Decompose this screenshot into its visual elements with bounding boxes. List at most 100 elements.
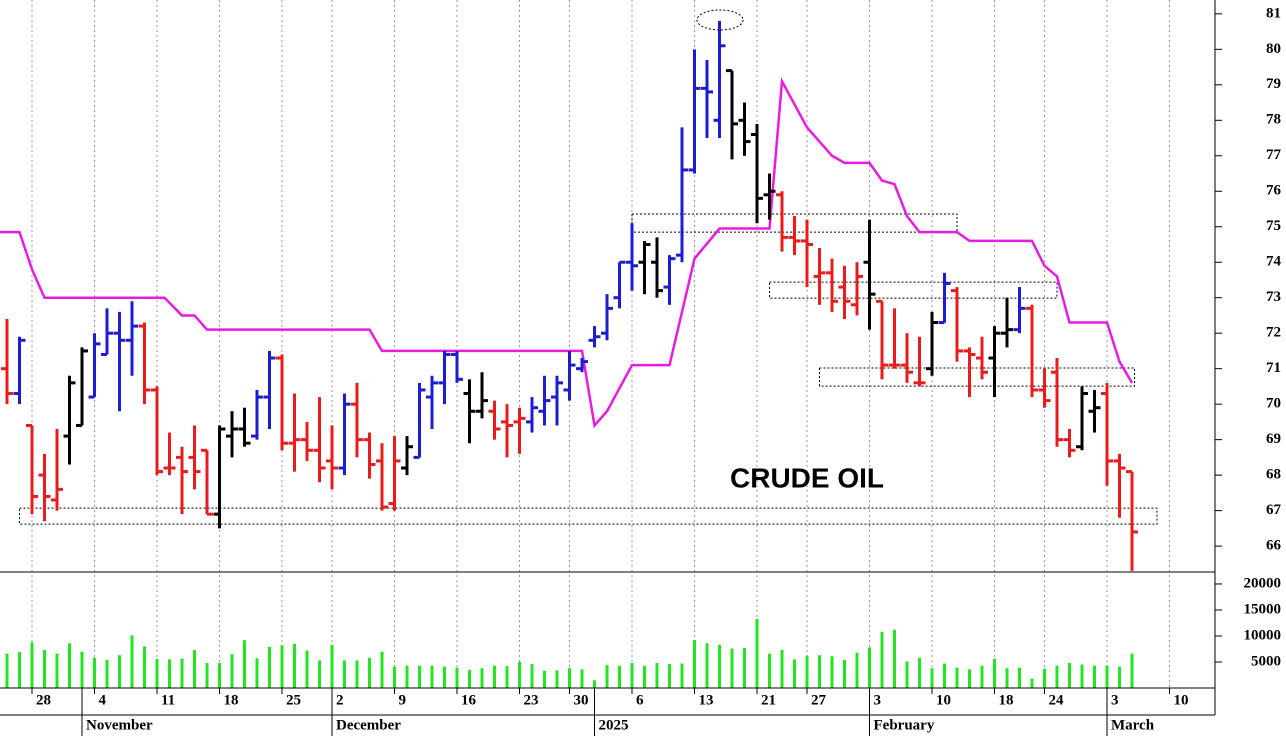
volume-bar bbox=[830, 656, 834, 688]
volume-bar bbox=[80, 651, 84, 688]
month-label: November bbox=[86, 717, 153, 733]
volume-tick-label: 20000 bbox=[1244, 575, 1282, 591]
volume-bar bbox=[818, 655, 821, 688]
volume-tick-label: 10000 bbox=[1244, 627, 1282, 643]
volume-bar bbox=[205, 663, 209, 688]
volume-bar bbox=[480, 668, 484, 688]
volume-bar bbox=[1030, 678, 1034, 688]
volume-bar bbox=[593, 680, 596, 688]
y-tick-label: 78 bbox=[1266, 112, 1281, 128]
volume-bar bbox=[93, 657, 96, 688]
x-tick-label: 10 bbox=[936, 692, 951, 708]
volume-bar bbox=[768, 653, 771, 688]
price-zone bbox=[19, 507, 1158, 525]
x-tick-label: 18 bbox=[224, 692, 239, 708]
volume-bar bbox=[1005, 668, 1009, 688]
y-tick-label: 80 bbox=[1266, 41, 1281, 57]
chart-title: CRUDE OIL bbox=[730, 462, 884, 493]
volume-bar bbox=[130, 635, 134, 688]
volume-bar bbox=[193, 650, 196, 688]
x-tick-label: 3 bbox=[1111, 692, 1119, 708]
x-tick-label: 25 bbox=[286, 692, 301, 708]
volume-bar bbox=[893, 629, 896, 688]
x-tick-label: 13 bbox=[699, 692, 714, 708]
volume-bar bbox=[530, 664, 534, 688]
x-tick-label: 23 bbox=[524, 692, 539, 708]
x-tick-label: 4 bbox=[99, 692, 107, 708]
volume-bar bbox=[618, 665, 621, 688]
month-label: March bbox=[1111, 717, 1155, 733]
x-tick-label: 18 bbox=[999, 692, 1014, 708]
volume-bar bbox=[643, 665, 646, 688]
volume-bar bbox=[968, 669, 971, 688]
volume-bar bbox=[555, 670, 559, 688]
volume-bar bbox=[580, 669, 584, 688]
volume-bar bbox=[518, 661, 521, 688]
volume-bar bbox=[18, 652, 21, 688]
volume-bar bbox=[943, 663, 946, 688]
volume-bar bbox=[1055, 665, 1059, 688]
volume-bar bbox=[680, 663, 684, 688]
x-tick-label: 9 bbox=[399, 692, 407, 708]
volume-bar bbox=[168, 659, 171, 688]
volume-bar bbox=[118, 655, 121, 688]
volume-bar bbox=[318, 660, 321, 688]
volume-bar bbox=[43, 650, 46, 688]
y-tick-label: 79 bbox=[1266, 76, 1281, 92]
volume-bar bbox=[230, 654, 234, 688]
x-tick-label: 28 bbox=[36, 692, 51, 708]
y-tick-label: 66 bbox=[1266, 538, 1282, 554]
x-tick-label: 10 bbox=[1174, 692, 1189, 708]
volume-bar bbox=[930, 668, 934, 688]
volume-bar bbox=[1105, 665, 1109, 688]
month-label: December bbox=[336, 717, 401, 733]
y-tick-label: 76 bbox=[1266, 183, 1282, 199]
volume-bar bbox=[543, 670, 546, 688]
volume-bar bbox=[418, 665, 421, 688]
y-tick-label: 74 bbox=[1266, 254, 1282, 270]
volume-bar bbox=[718, 644, 721, 688]
volume-bar bbox=[293, 643, 296, 688]
volume-bar bbox=[1043, 668, 1046, 688]
y-tick-label: 69 bbox=[1266, 431, 1281, 447]
month-label: February bbox=[874, 717, 935, 733]
volume-bar bbox=[568, 668, 571, 688]
volume-tick-label: 15000 bbox=[1244, 601, 1282, 617]
y-tick-label: 75 bbox=[1266, 218, 1281, 234]
volume-bar bbox=[355, 660, 359, 688]
volume-bar bbox=[1068, 663, 1071, 688]
volume-tick-label: 5000 bbox=[1251, 653, 1281, 669]
volume-bar bbox=[843, 659, 846, 688]
volume-bar bbox=[180, 658, 184, 688]
volume-bar bbox=[368, 657, 371, 688]
volume-bar bbox=[330, 644, 334, 688]
volume-bar bbox=[1118, 666, 1121, 688]
x-tick-label: 27 bbox=[811, 692, 827, 708]
volume-bar bbox=[405, 665, 409, 688]
x-tick-label: 21 bbox=[761, 692, 776, 708]
volume-bar bbox=[1080, 664, 1084, 688]
volume-bar bbox=[993, 658, 996, 688]
volume-bar bbox=[668, 664, 671, 688]
volume-bar bbox=[1093, 665, 1096, 688]
stop-line bbox=[0, 76, 1134, 429]
y-tick-label: 71 bbox=[1266, 360, 1281, 376]
volume-bar bbox=[1018, 667, 1021, 688]
y-tick-label: 72 bbox=[1266, 325, 1281, 341]
x-tick-label: 2 bbox=[336, 692, 344, 708]
volume-bar bbox=[868, 647, 871, 688]
volume-bar bbox=[705, 643, 709, 688]
volume-bar bbox=[730, 648, 734, 688]
volume-bar bbox=[630, 663, 634, 688]
volume-bar bbox=[5, 653, 9, 688]
x-tick-label: 30 bbox=[574, 692, 589, 708]
volume-bar bbox=[755, 618, 759, 688]
volume-bar bbox=[880, 631, 884, 688]
y-tick-label: 67 bbox=[1266, 502, 1282, 518]
volume-bar bbox=[30, 642, 34, 688]
volume-bar bbox=[468, 669, 471, 688]
volume-bar bbox=[155, 658, 159, 688]
volume-bar bbox=[143, 646, 146, 688]
y-tick-label: 81 bbox=[1266, 5, 1281, 21]
